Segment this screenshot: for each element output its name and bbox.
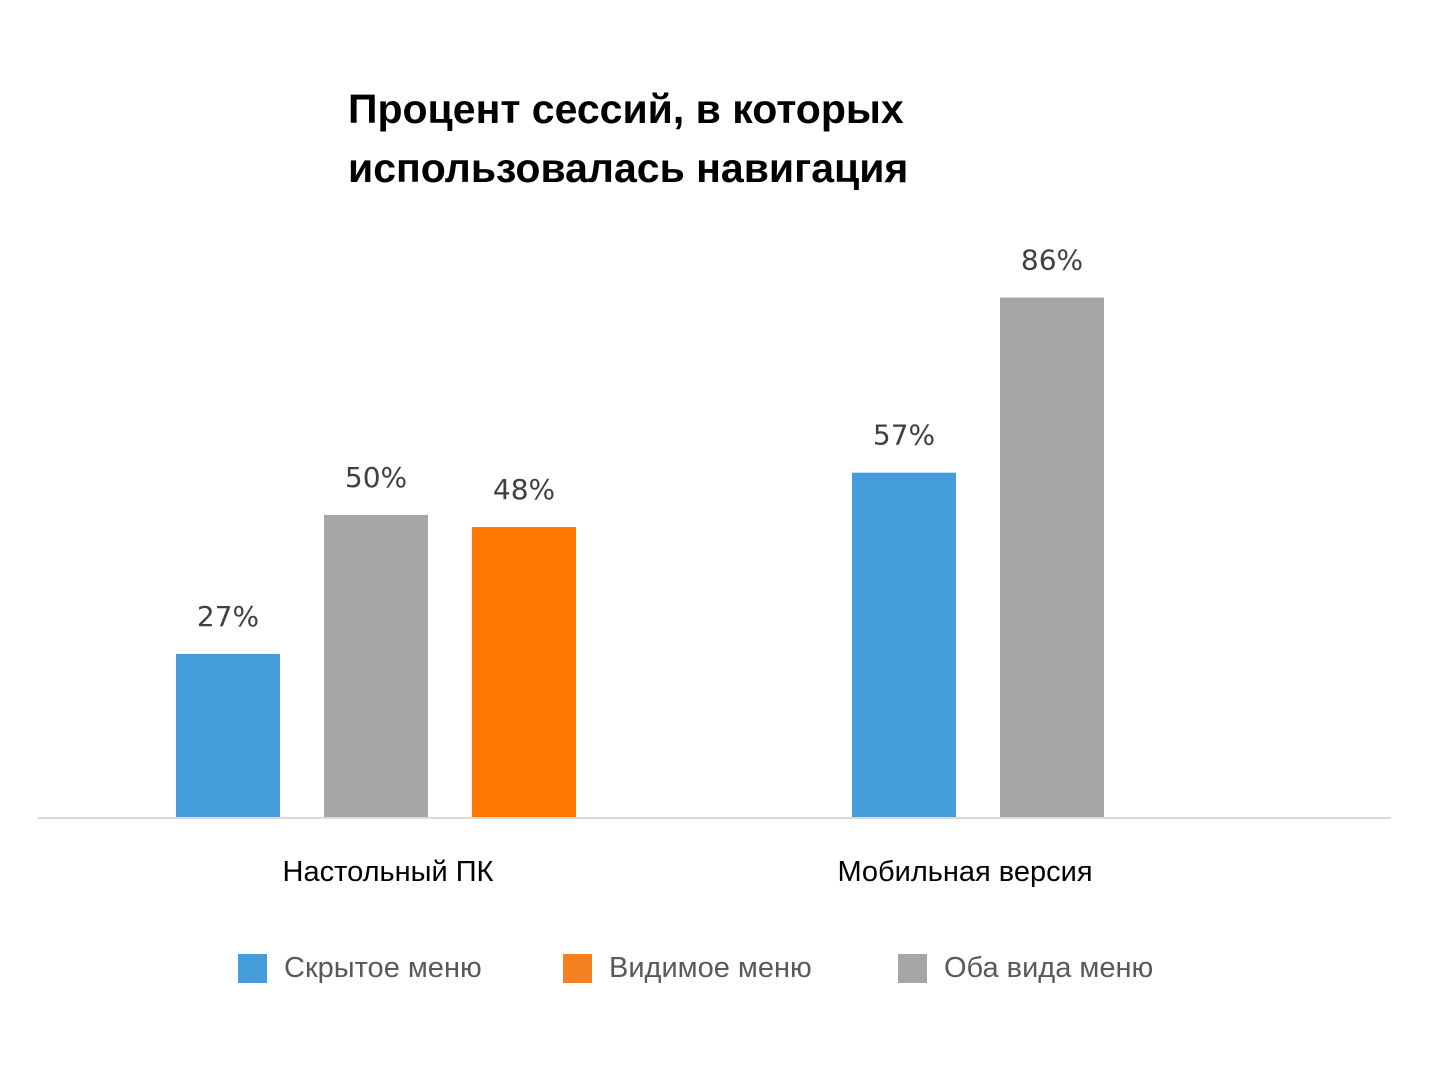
legend-item-both-menus: Оба вида меню	[898, 946, 1153, 990]
bar-2	[324, 515, 428, 817]
chart-title: Процент сессий, в которых использовалась…	[348, 80, 1148, 198]
legend: Скрытое меню Видимое меню Оба вида меню	[0, 946, 1432, 990]
legend-label-visible-menu: Видимое меню	[609, 951, 812, 984]
category-label-2: Мобильная версия	[837, 856, 1092, 888]
legend-label-hidden-menu: Скрытое меню	[284, 951, 482, 984]
category-label-1: Настольный ПК	[283, 856, 494, 888]
legend-item-visible-menu: Видимое меню	[563, 946, 812, 990]
legend-swatch-visible-menu	[563, 953, 592, 983]
bar-value-label-3: 48%	[493, 473, 555, 506]
bar-value-label-4: 57%	[873, 419, 935, 452]
bar-1	[176, 653, 280, 817]
legend-swatch-hidden-menu	[238, 953, 267, 983]
legend-label-both-menus: Оба вида меню	[944, 951, 1154, 984]
legend-swatch-both-menus	[898, 953, 927, 983]
legend-item-hidden-menu: Скрытое меню	[238, 946, 482, 990]
bar-value-label-2: 50%	[345, 461, 407, 494]
chart-title-line-1: Процент сессий, в которых	[348, 86, 904, 132]
chart-title-line-2: использовалась навигация	[348, 145, 909, 191]
bar-value-label-1: 27%	[197, 600, 259, 633]
bar-value-label-5: 86%	[1021, 244, 1083, 277]
bar-4	[852, 472, 956, 817]
bar-5	[1000, 297, 1104, 817]
bar-3	[472, 527, 576, 817]
